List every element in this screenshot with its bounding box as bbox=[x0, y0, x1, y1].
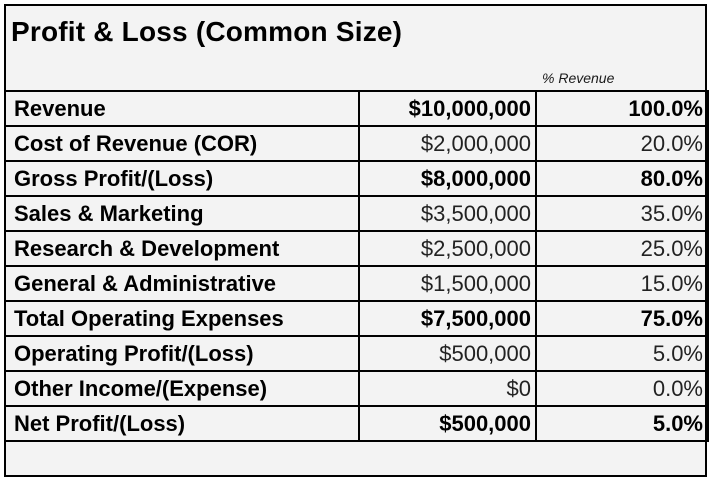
row-pct[interactable]: 0.0% bbox=[535, 370, 709, 407]
sheet-title: Profit & Loss (Common Size) bbox=[11, 16, 403, 47]
table-row-cost-of-revenue: Cost of Revenue (COR) $2,000,000 20.0% bbox=[4, 125, 709, 162]
row-label[interactable]: General & Administrative bbox=[4, 265, 360, 302]
row-pct[interactable]: 25.0% bbox=[535, 230, 709, 267]
row-label[interactable]: Operating Profit/(Loss) bbox=[4, 335, 360, 372]
table-row-net-profit: Net Profit/(Loss) $500,000 5.0% bbox=[4, 405, 709, 442]
row-label[interactable]: Other Income/(Expense) bbox=[4, 370, 360, 407]
row-label[interactable]: Total Operating Expenses bbox=[4, 300, 360, 337]
row-pct[interactable]: 35.0% bbox=[535, 195, 709, 232]
row-amount[interactable]: $7,500,000 bbox=[358, 300, 537, 337]
row-amount[interactable]: $3,500,000 bbox=[358, 195, 537, 232]
row-amount[interactable]: $1,500,000 bbox=[358, 265, 537, 302]
pnl-table: Revenue $10,000,000 100.0% Cost of Reven… bbox=[4, 90, 709, 442]
row-amount[interactable]: $8,000,000 bbox=[358, 160, 537, 197]
row-pct[interactable]: 20.0% bbox=[535, 125, 709, 162]
row-label[interactable]: Revenue bbox=[4, 90, 360, 127]
row-label[interactable]: Net Profit/(Loss) bbox=[4, 405, 360, 442]
row-label[interactable]: Sales & Marketing bbox=[4, 195, 360, 232]
row-amount[interactable]: $500,000 bbox=[358, 405, 537, 442]
table-row-total-operating-expenses: Total Operating Expenses $7,500,000 75.0… bbox=[4, 300, 709, 337]
pct-revenue-header: % Revenue bbox=[542, 70, 615, 86]
row-pct[interactable]: 80.0% bbox=[535, 160, 709, 197]
row-pct[interactable]: 15.0% bbox=[535, 265, 709, 302]
table-row-research-development: Research & Development $2,500,000 25.0% bbox=[4, 230, 709, 267]
row-amount[interactable]: $0 bbox=[358, 370, 537, 407]
row-amount[interactable]: $2,500,000 bbox=[358, 230, 537, 267]
row-pct[interactable]: 100.0% bbox=[535, 90, 709, 127]
row-pct[interactable]: 75.0% bbox=[535, 300, 709, 337]
row-pct[interactable]: 5.0% bbox=[535, 335, 709, 372]
table-row-gross-profit: Gross Profit/(Loss) $8,000,000 80.0% bbox=[4, 160, 709, 197]
row-label[interactable]: Cost of Revenue (COR) bbox=[4, 125, 360, 162]
table-row-general-administrative: General & Administrative $1,500,000 15.0… bbox=[4, 265, 709, 302]
row-amount[interactable]: $500,000 bbox=[358, 335, 537, 372]
table-row-operating-profit: Operating Profit/(Loss) $500,000 5.0% bbox=[4, 335, 709, 372]
row-pct[interactable]: 5.0% bbox=[535, 405, 709, 442]
row-amount[interactable]: $10,000,000 bbox=[358, 90, 537, 127]
table-row-sales-marketing: Sales & Marketing $3,500,000 35.0% bbox=[4, 195, 709, 232]
pnl-sheet: Profit & Loss (Common Size) % Revenue Re… bbox=[4, 4, 709, 477]
table-row-revenue: Revenue $10,000,000 100.0% bbox=[4, 90, 709, 127]
row-label[interactable]: Gross Profit/(Loss) bbox=[4, 160, 360, 197]
row-amount[interactable]: $2,000,000 bbox=[358, 125, 537, 162]
table-row-other-income: Other Income/(Expense) $0 0.0% bbox=[4, 370, 709, 407]
row-label[interactable]: Research & Development bbox=[4, 230, 360, 267]
